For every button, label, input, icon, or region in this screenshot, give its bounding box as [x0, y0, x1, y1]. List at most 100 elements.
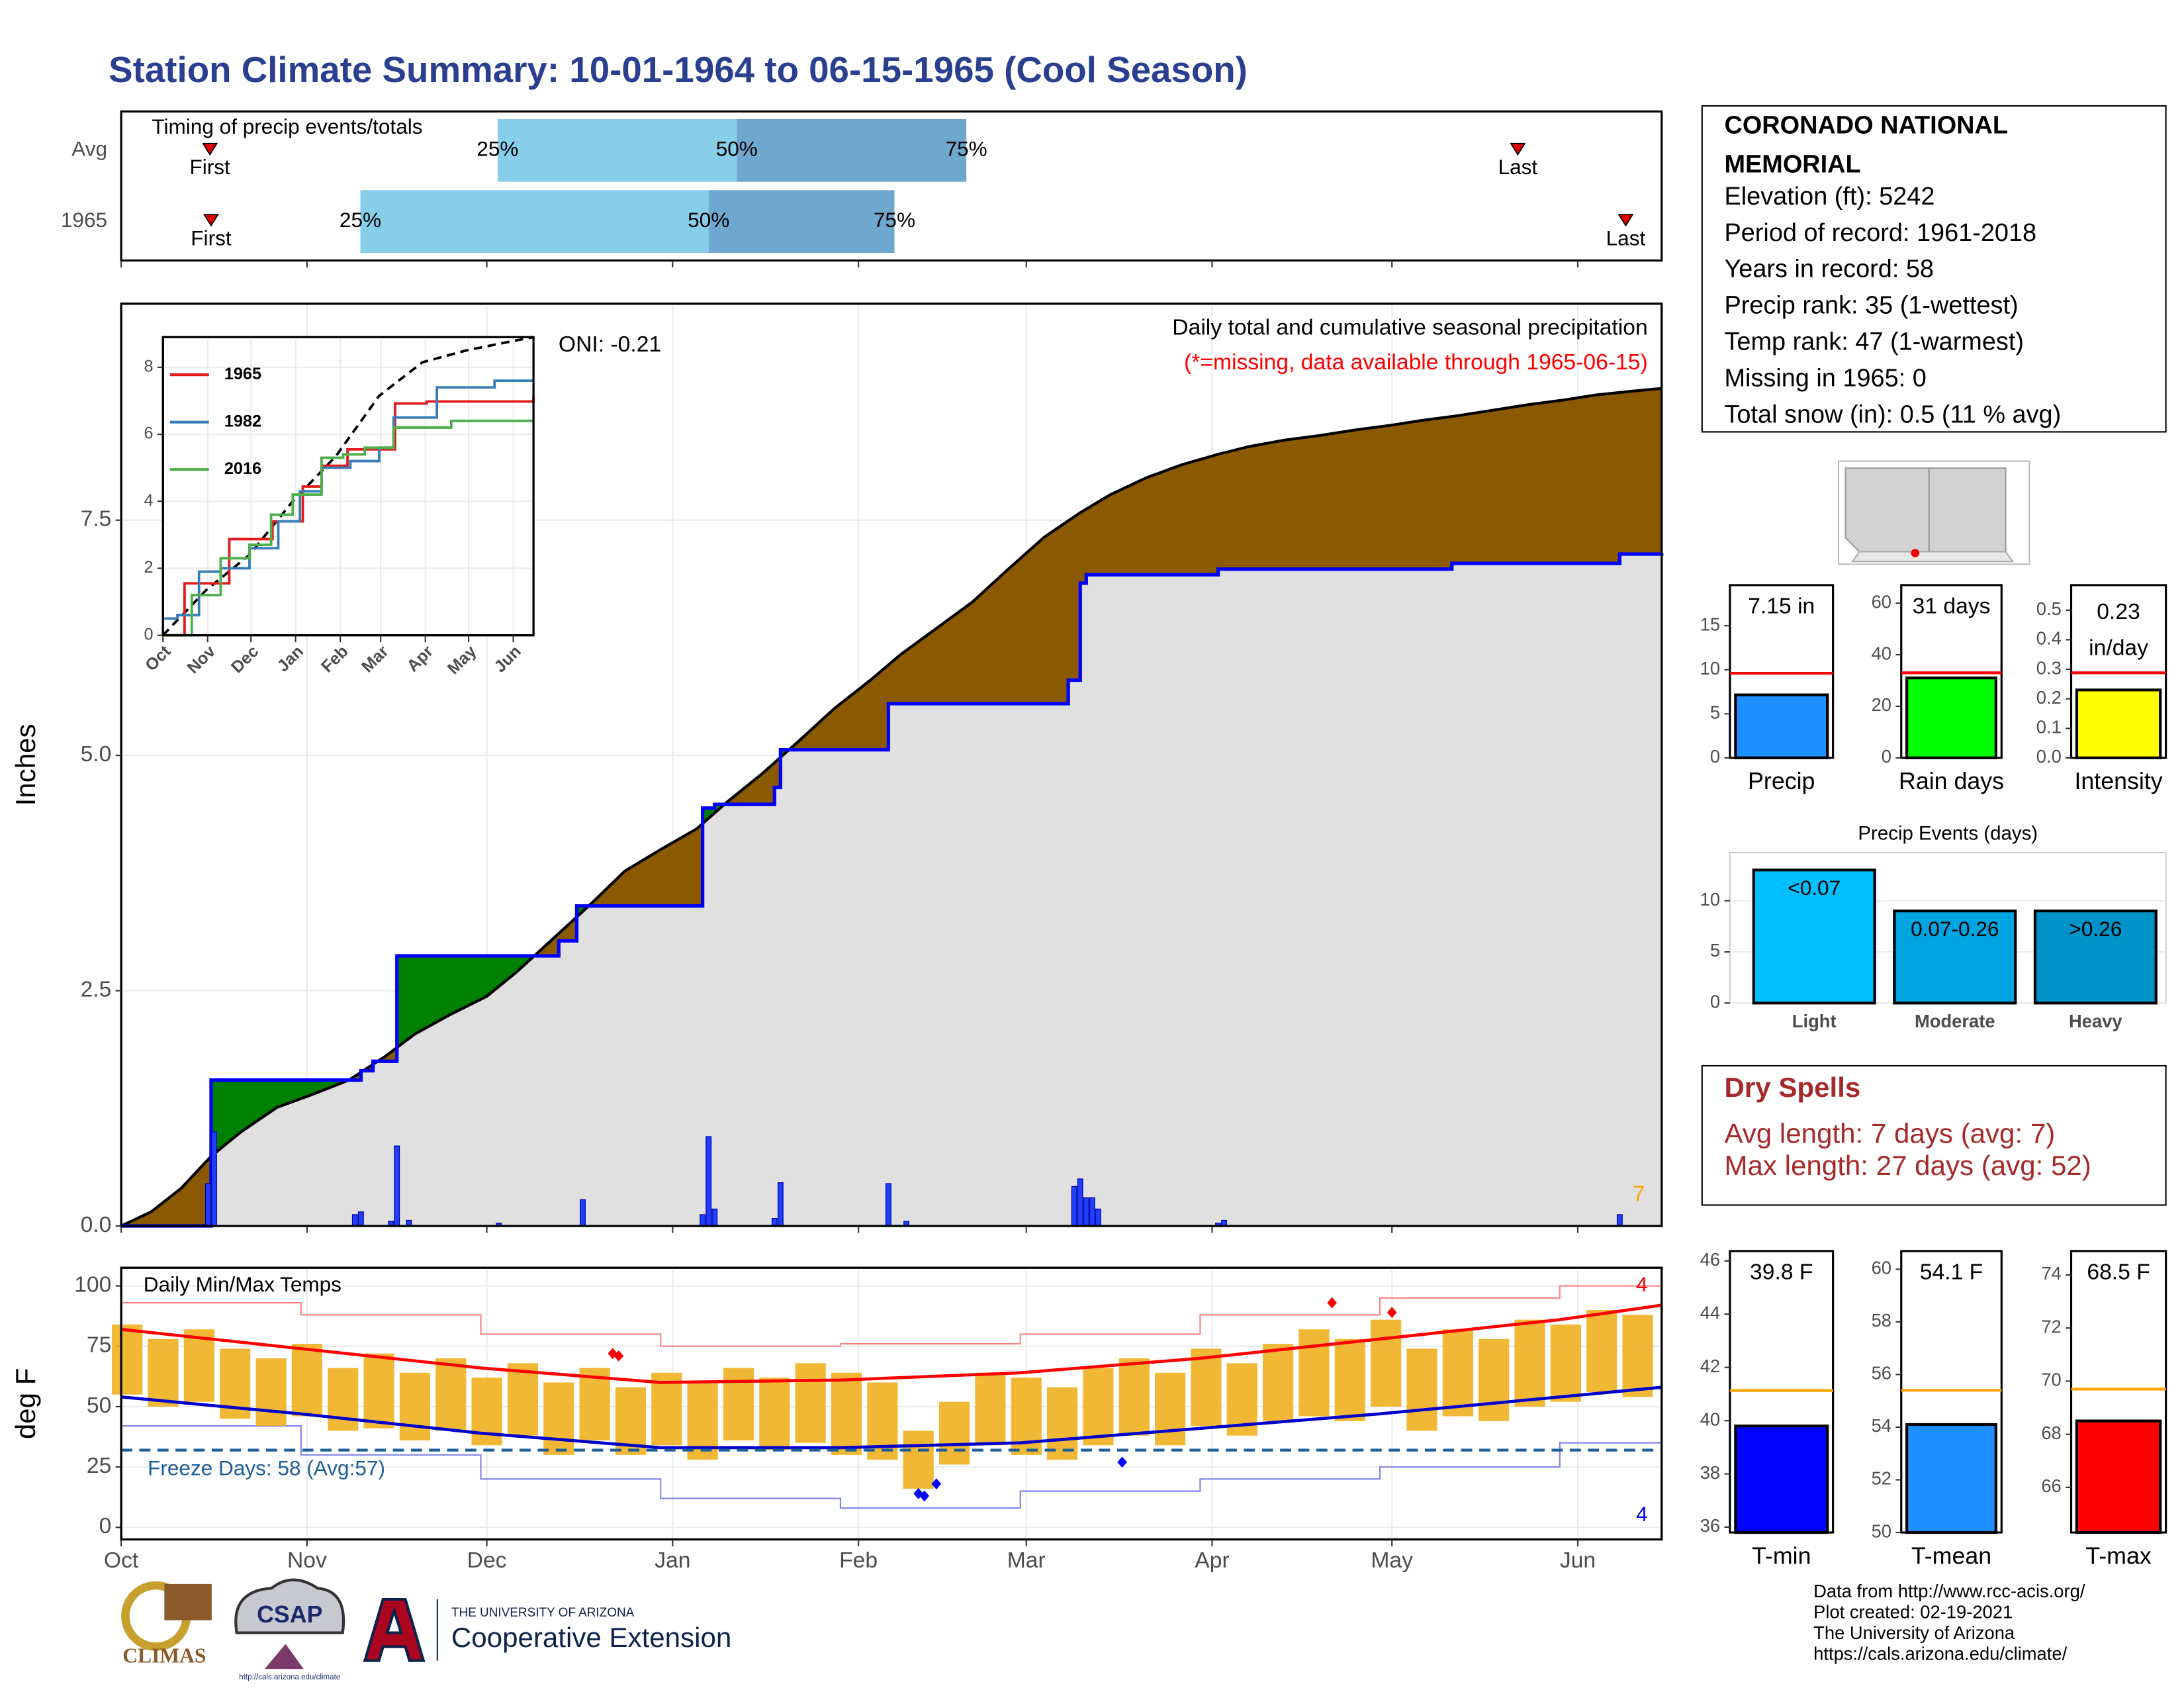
- quartile-bar: [497, 118, 737, 182]
- quartile-label: 50%: [688, 208, 729, 232]
- daily-precip-bar: [394, 1145, 400, 1227]
- record-marker: [1117, 1456, 1128, 1468]
- bar: [2075, 1419, 2162, 1534]
- value-label: 7.15 in: [1748, 594, 1815, 618]
- bar-title: T-max: [2085, 1542, 2151, 1569]
- temp-range-bar: [1514, 1319, 1545, 1407]
- observed-line: [121, 552, 1664, 1228]
- y-tick-label: 70: [2041, 1370, 2061, 1390]
- temp-range-bar: [1083, 1368, 1114, 1446]
- y-tick-label: 0.3: [2036, 657, 2062, 678]
- y-tick-label: 4: [144, 491, 153, 510]
- annotation: Freeze Days: 58 (Avg:57): [148, 1456, 385, 1479]
- record-marker: [614, 1350, 624, 1362]
- y-tick-label: 20: [1872, 694, 1891, 715]
- y-tick-label: 0.5: [2036, 598, 2062, 619]
- credit-line: Plot created: 02-19-2021: [1813, 1601, 2013, 1622]
- value-label: 31 days: [1913, 594, 1991, 618]
- area-observed: [121, 553, 1662, 1227]
- temp-range-bar: [363, 1353, 394, 1429]
- bar: [1734, 1425, 1829, 1534]
- temp-range-bar: [795, 1363, 826, 1443]
- y-tick-label: 10: [1700, 658, 1720, 679]
- temp-range-bar: [831, 1372, 862, 1455]
- temp-range-bar: [507, 1363, 539, 1436]
- temp-range-bar: [1298, 1329, 1330, 1417]
- y-tick-label: 50: [1872, 1521, 1891, 1541]
- record-line: [121, 1278, 1662, 1347]
- daily-precip-bar: [1616, 1214, 1623, 1227]
- temp-range-bar: [1622, 1315, 1653, 1397]
- y-axis-title: Inches: [10, 724, 41, 806]
- x-tick-label: Nov: [287, 1548, 327, 1573]
- temp-range-bar: [148, 1338, 179, 1407]
- location-map: [1838, 460, 2030, 565]
- panel-border: [120, 1266, 1663, 1541]
- temp-range-bar: [1406, 1348, 1437, 1431]
- temp-range-bar: [435, 1358, 467, 1431]
- y-tick-label: 74: [2041, 1263, 2061, 1284]
- temp-range-bar: [759, 1378, 790, 1450]
- y-tick-label: 7.5: [81, 507, 112, 532]
- daily-precip-bar: [700, 1214, 706, 1227]
- daily-precip-bar: [771, 1218, 778, 1227]
- y-tick-label: 100: [74, 1272, 111, 1297]
- y-tick-label: 66: [2041, 1476, 2061, 1496]
- y-tick-label: 0.2: [2036, 687, 2062, 708]
- y-tick-label: 25: [87, 1454, 111, 1478]
- dry-spell-box: [1701, 1064, 2167, 1206]
- y-tick-label: 50: [87, 1393, 111, 1418]
- chart-title: Daily Min/Max Temps: [144, 1272, 341, 1296]
- y-tick-label: 10: [1700, 889, 1720, 910]
- legend-label: 2016: [224, 459, 261, 478]
- y-tick-label: 46: [1700, 1249, 1720, 1270]
- credit-line: Data from http://www.rcc-acis.org/: [1813, 1581, 2085, 1601]
- normal-line: [120, 1303, 1662, 1384]
- y-tick-label: 40: [1700, 1409, 1720, 1429]
- page-title: Station Climate Summary: 10-01-1964 to 0…: [109, 49, 1248, 90]
- x-tick-label: May: [1371, 1548, 1413, 1573]
- map-state: [1844, 467, 1930, 553]
- timing-marker: [1510, 142, 1526, 156]
- temp-range-bar: [1154, 1372, 1186, 1446]
- bar: [1893, 910, 2017, 1005]
- daily-precip-bar: [1083, 1197, 1089, 1227]
- record-count: 4: [1636, 1502, 1648, 1526]
- temp-range-bar: [255, 1358, 287, 1427]
- temp-range-bar: [579, 1368, 610, 1440]
- temp-range-bar: [1371, 1319, 1402, 1407]
- x-tick-label: Jan: [655, 1548, 690, 1573]
- y-tick-label: 2: [144, 558, 153, 577]
- daily-precip-bar: [1089, 1197, 1095, 1227]
- x-tick-label: Moderate: [1915, 1011, 1995, 1031]
- quartile-label: 75%: [946, 137, 987, 161]
- y-tick-label: 0.4: [2036, 628, 2062, 649]
- bar: [2033, 910, 2158, 1005]
- map-state: [1928, 467, 2007, 553]
- x-tick-label: Mar: [1007, 1548, 1046, 1573]
- y-tick-label: 36: [1700, 1515, 1720, 1536]
- daily-precip-bar: [580, 1199, 586, 1227]
- y-tick-label: 58: [1872, 1310, 1891, 1331]
- timing-marker: [203, 214, 220, 227]
- logo-shape: [264, 1644, 304, 1669]
- y-tick-label: 2.5: [81, 978, 112, 1002]
- map-border: [1851, 551, 2015, 563]
- temp-range-bar: [903, 1430, 934, 1489]
- temp-range-bar: [1046, 1387, 1078, 1460]
- normal-line: [120, 1385, 1662, 1450]
- average-line: [161, 336, 534, 636]
- series-line: [163, 379, 534, 620]
- value-label: in/day: [2089, 636, 2148, 661]
- daily-precip-bar: [1077, 1178, 1083, 1227]
- y-tick-label: 0: [144, 625, 153, 643]
- y-axis-title: deg F: [10, 1368, 41, 1440]
- logo-url: http://cals.arizona.edu/climate: [239, 1673, 340, 1681]
- bar: [1905, 1423, 1997, 1534]
- y-tick-label: 0.0: [2036, 746, 2062, 767]
- x-tick-label: Dec: [467, 1548, 507, 1573]
- value-label: 39.8 F: [1750, 1260, 1813, 1284]
- y-tick-label: 75: [87, 1333, 111, 1358]
- logo-shape: [164, 1583, 212, 1620]
